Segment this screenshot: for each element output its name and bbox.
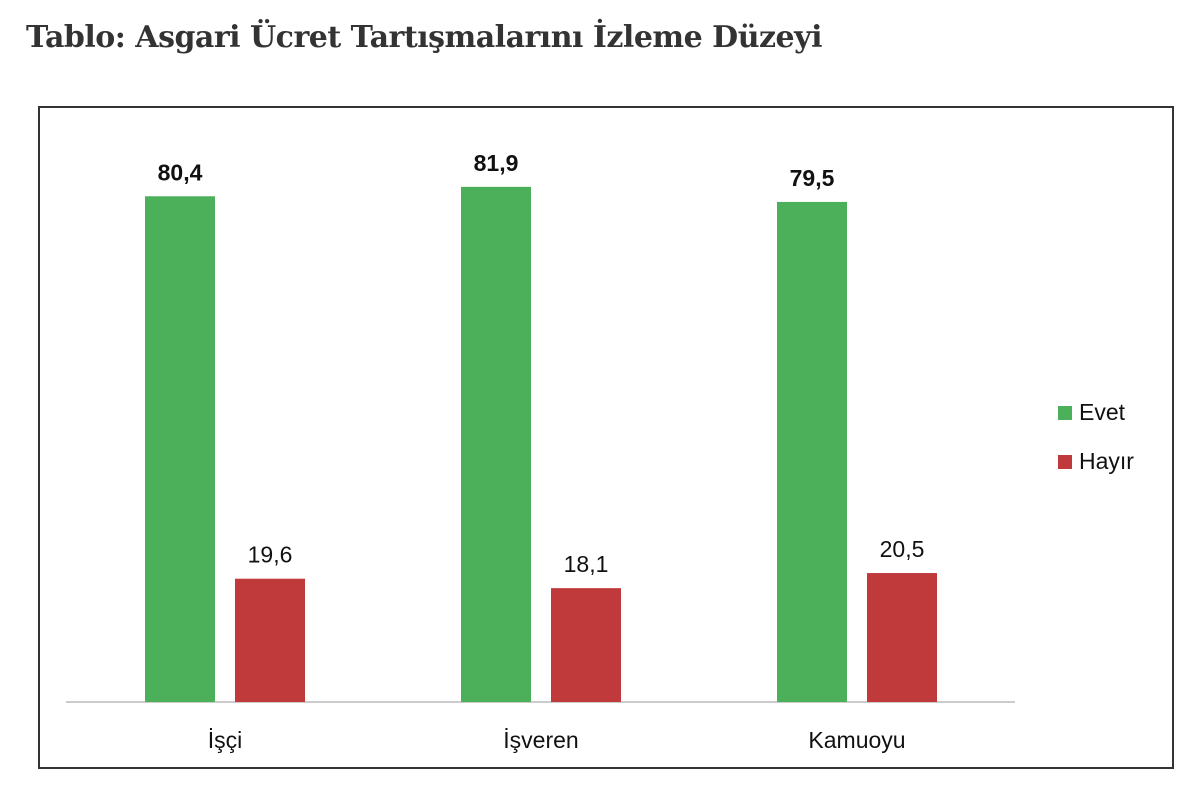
x-tick-label: İşveren	[503, 727, 578, 753]
x-tick-label: İşçi	[208, 727, 243, 753]
bar-evet-0	[145, 196, 215, 702]
x-tick-label: Kamuoyu	[808, 727, 905, 753]
bar-evet-2	[777, 201, 847, 702]
legend-swatch-evet	[1058, 406, 1072, 420]
bar-hayır-1	[551, 588, 621, 702]
chart-frame	[38, 106, 1174, 769]
data-label: 81,9	[474, 150, 519, 176]
data-label: 19,6	[248, 542, 293, 568]
data-label: 18,1	[564, 551, 609, 577]
bar-hayır-0	[235, 578, 305, 702]
data-label: 20,5	[880, 536, 925, 562]
bar-hayır-2	[867, 573, 937, 702]
legend-label: Hayır	[1079, 448, 1134, 474]
legend-label: Evet	[1079, 399, 1126, 425]
chart-title: Tablo: Asgari Ücret Tartışmalarını İzlem…	[26, 20, 822, 55]
legend-swatch-hayır	[1058, 455, 1072, 469]
data-label: 79,5	[790, 165, 835, 191]
bar-evet-1	[461, 186, 531, 702]
data-label: 80,4	[158, 159, 203, 185]
